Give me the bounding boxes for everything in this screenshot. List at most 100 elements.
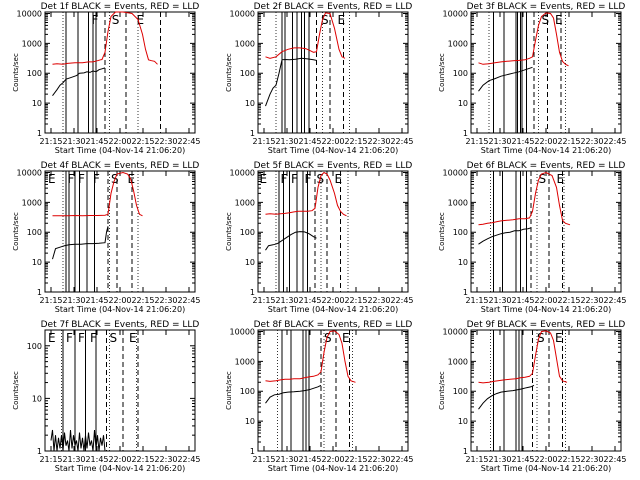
x-axis-label: Start Time (04-Nov-14 21:06:20) [481,146,611,155]
x-tick-label: 22:00 [321,455,344,464]
y-axis-label: Counts/sec [225,212,233,251]
y-tick-label: 10 [32,99,42,108]
x-axis-label: Start Time (04-Nov-14 21:06:20) [55,305,185,314]
x-tick-label: 21:30 [62,455,85,464]
y-axis-label: Counts/sec [225,53,233,92]
plot-frame [44,329,196,452]
plot-title: Det 4f BLACK = Events, RED = LLD [41,161,200,171]
x-tick-label: 21:45 [298,455,321,464]
x-tick-label: 22:45 [390,296,413,305]
x-tick-label: 21:30 [488,455,511,464]
x-tick-label: 22:30 [580,455,603,464]
y-tick-label: 1 [37,129,42,138]
x-tick-label: 21:45 [511,296,534,305]
y-tick-label: 1 [250,447,255,456]
y-tick-label: 10 [458,417,468,426]
y-axis-label: Counts/sec [438,371,446,410]
event-letter-f: F [90,331,97,345]
y-axis-label: Counts/sec [438,212,446,251]
plot-panel-2: Det 2f BLACK = Events, RED = LLD 1 10 100 10… [225,2,414,155]
y-tick-label: 100 [27,228,42,237]
event-letter-e: E [555,331,563,345]
event-letter-f: F [68,172,75,186]
x-tick-label: 21:15 [465,455,488,464]
y-tick-label: 10000 [17,168,42,177]
plot-panel-1: Det 1f BLACK = Events, RED = LLD 1 10 100 10… [12,2,201,155]
y-tick-label: 10 [32,394,42,403]
plot-frame [257,11,409,134]
y-tick-label: 100 [453,69,468,78]
event-letter-s: S [542,13,550,27]
y-tick-label: 100 [240,69,255,78]
x-tick-label: 22:00 [321,296,344,305]
y-tick-label: 100 [453,228,468,237]
y-tick-label: 10 [458,258,468,267]
lld-series-line [478,12,569,67]
plot-panel-8: Det 8f BLACK = Events, RED = LLD 1 10 100 10… [225,320,414,473]
y-tick-label: 1000 [22,39,42,48]
event-letter-s: S [321,13,329,27]
plot-panel-5: Det 5f BLACK = Events, RED = LLD 1 10 100 10… [225,161,414,314]
x-tick-label: 22:30 [367,137,390,146]
event-letter-f: F [78,331,85,345]
x-axis-label: Start Time (04-Nov-14 21:06:20) [481,305,611,314]
y-tick-label: 100 [240,228,255,237]
y-tick-label: 10000 [230,9,255,18]
y-tick-label: 100 [453,387,468,396]
y-tick-label: 1 [463,129,468,138]
y-axis-label: Counts/sec [12,212,20,251]
x-tick-label: 21:30 [62,137,85,146]
event-letter-f: F [291,172,298,186]
x-axis-label: Start Time (04-Nov-14 21:06:20) [268,305,398,314]
x-tick-label: 21:15 [252,455,275,464]
x-tick-label: 21:30 [488,296,511,305]
events-series-line [265,57,317,107]
y-tick-label: 10 [245,417,255,426]
x-tick-label: 22:15 [131,455,154,464]
y-axis-label: Counts/sec [225,371,233,410]
event-letter-f: F [66,331,73,345]
x-tick-label: 22:45 [390,137,413,146]
x-tick-label: 22:30 [580,296,603,305]
x-tick-label: 21:15 [465,137,488,146]
event-letter-e: E [342,331,350,345]
y-tick-label: 1000 [235,357,255,366]
event-letter-e: E [335,172,343,186]
event-letter-s: S [112,13,120,27]
plot-panel-6: Det 6f BLACK = Events, RED = LLD 1 10 100 10… [438,161,627,314]
plot-panel-4: Det 4f BLACK = Events, RED = LLD 1 10 100 10… [12,161,201,314]
x-tick-label: 22:00 [534,137,557,146]
y-axis-label: Counts/sec [438,53,446,92]
y-tick-label: 1000 [235,198,255,207]
x-tick-label: 22:45 [177,455,200,464]
x-tick-label: 21:15 [39,296,62,305]
lld-series-line [52,171,143,217]
x-tick-label: 22:15 [131,296,154,305]
y-tick-label: 100 [27,69,42,78]
event-letter-e: E [128,172,136,186]
plot-panel-9: Det 9f BLACK = Events, RED = LLD 1 10 100 10… [438,320,627,473]
x-tick-label: 22:30 [154,137,177,146]
x-tick-label: 22:15 [344,296,367,305]
x-tick-label: 22:00 [108,455,131,464]
event-letter-s: S [324,331,332,345]
event-letter-e: E [48,331,56,345]
x-tick-label: 21:45 [298,296,321,305]
plot-title: Det 9f BLACK = Events, RED = LLD [467,320,626,330]
x-tick-label: 21:15 [252,137,275,146]
x-tick-label: 22:00 [534,296,557,305]
y-tick-label: 100 [240,387,255,396]
y-tick-label: 1 [463,447,468,456]
x-tick-label: 22:15 [131,137,154,146]
x-axis-label: Start Time (04-Nov-14 21:06:20) [55,464,185,473]
y-tick-label: 1 [250,129,255,138]
plot-panel-3: Det 3f BLACK = Events, RED = LLD 1 10 100 10… [438,2,627,155]
x-tick-label: 21:15 [39,455,62,464]
x-tick-label: 21:15 [465,296,488,305]
x-tick-label: 22:15 [344,137,367,146]
plot-title: Det 1f BLACK = Events, RED = LLD [41,2,200,12]
lld-series-line [478,330,568,384]
x-tick-label: 22:00 [534,455,557,464]
events-series-line [52,226,109,260]
